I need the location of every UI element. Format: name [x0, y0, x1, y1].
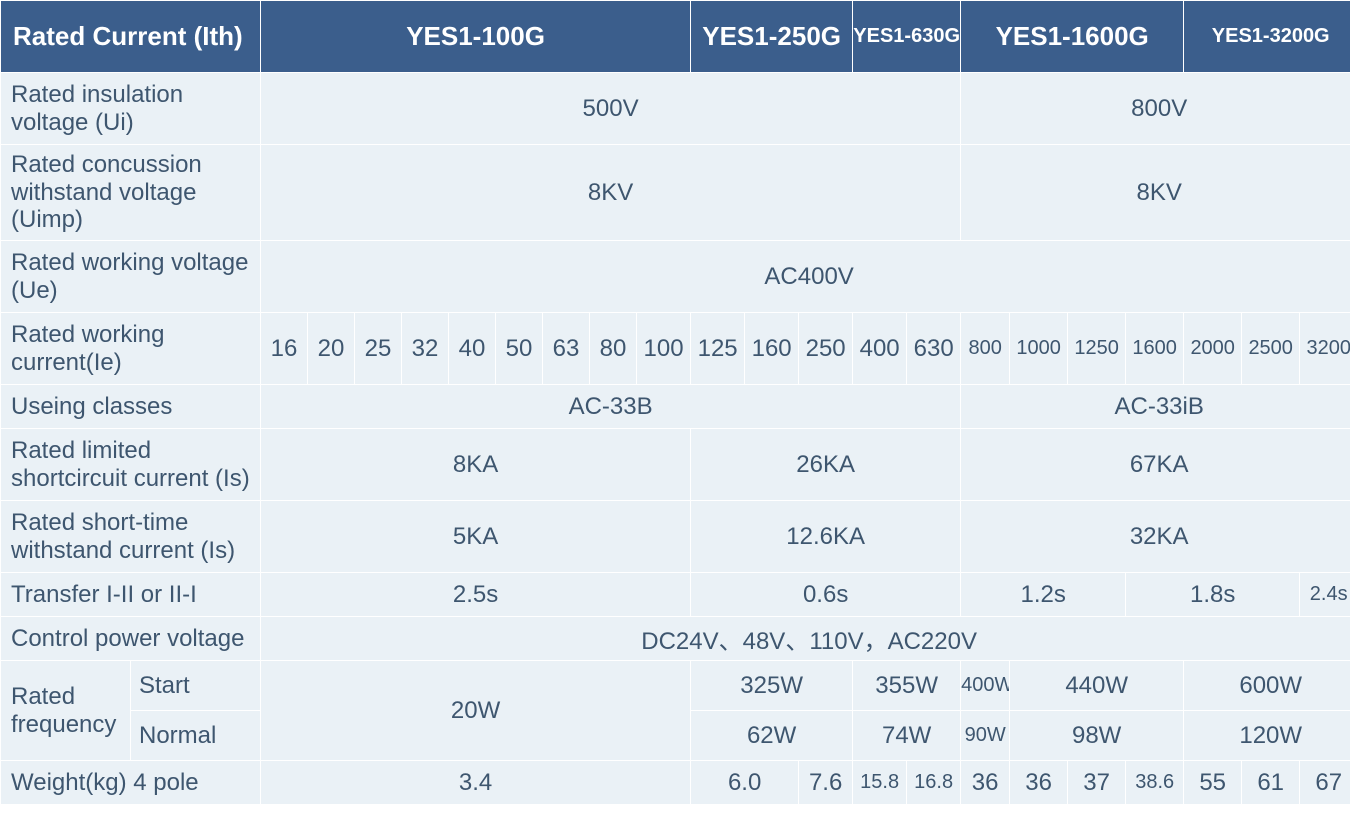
row-classes: Useing classes AC-33B AC-33iB — [1, 385, 1350, 429]
header-model-1: YES1-100G — [261, 1, 691, 73]
ie-19: 2500 — [1242, 313, 1300, 385]
val-w-4: 15.8 — [853, 761, 907, 805]
spec-table: Rated Current (Ith) YES1-100G YES1-250G … — [0, 0, 1350, 805]
val-sc-1: 8KA — [261, 429, 691, 501]
val-tr-4: 1.8s — [1126, 573, 1300, 617]
ie-11: 250 — [799, 313, 853, 385]
ie-5: 50 — [496, 313, 543, 385]
val-w-3: 7.6 — [799, 761, 853, 805]
val-fs-1: 20W — [261, 661, 691, 761]
header-model-2: YES1-250G — [691, 1, 853, 73]
ie-1: 20 — [308, 313, 355, 385]
val-fs-3: 355W — [853, 661, 961, 711]
val-working-voltage: AC400V — [261, 241, 1350, 313]
label-classes: Useing classes — [1, 385, 261, 429]
val-insulation-1: 500V — [261, 73, 961, 145]
val-fs-6: 600W — [1184, 661, 1350, 711]
val-st-1: 5KA — [261, 501, 691, 573]
row-transfer: Transfer I-II or II-I 2.5s 0.6s 1.2s 1.8… — [1, 573, 1350, 617]
ie-7: 80 — [590, 313, 637, 385]
row-concussion: Rated concussion withstand voltage (Uimp… — [1, 145, 1350, 241]
row-working-voltage: Rated working voltage (Ue) AC400V — [1, 241, 1350, 313]
row-insulation: Rated insulation voltage (Ui) 500V 800V — [1, 73, 1350, 145]
val-fs-5: 440W — [1010, 661, 1184, 711]
val-fn-5: 98W — [1010, 711, 1184, 761]
row-control: Control power voltage DC24V、48V、110V，AC2… — [1, 617, 1350, 661]
val-tr-1: 2.5s — [261, 573, 691, 617]
label-transfer: Transfer I-II or II-I — [1, 573, 261, 617]
val-classes-1: AC-33B — [261, 385, 961, 429]
val-w-7: 36 — [1010, 761, 1068, 805]
val-fn-2: 62W — [691, 711, 853, 761]
val-w-9: 38.6 — [1126, 761, 1184, 805]
val-classes-2: AC-33iB — [961, 385, 1350, 429]
ie-10: 160 — [745, 313, 799, 385]
label-control: Control power voltage — [1, 617, 261, 661]
val-insulation-2: 800V — [961, 73, 1350, 145]
label-shorttime: Rated short-time withstand current (Is) — [1, 501, 261, 573]
ie-18: 2000 — [1184, 313, 1242, 385]
ie-17: 1600 — [1126, 313, 1184, 385]
val-concussion-2: 8KV — [961, 145, 1350, 241]
ie-8: 100 — [637, 313, 691, 385]
label-insulation: Rated insulation voltage (Ui) — [1, 73, 261, 145]
ie-15: 1000 — [1010, 313, 1068, 385]
val-fn-6: 120W — [1184, 711, 1350, 761]
val-w-11: 61 — [1242, 761, 1300, 805]
ie-13: 630 — [907, 313, 961, 385]
val-fs-4: 400W — [961, 661, 1010, 711]
header-model-3: YES1-630G — [853, 1, 961, 73]
val-control: DC24V、48V、110V，AC220V — [261, 617, 1350, 661]
val-fn-4: 90W — [961, 711, 1010, 761]
label-freq-start: Start — [131, 661, 261, 711]
label-shortcircuit: Rated limited shortcircuit current (Is) — [1, 429, 261, 501]
ie-14: 800 — [961, 313, 1010, 385]
row-shorttime: Rated short-time withstand current (Is) … — [1, 501, 1350, 573]
val-fn-3: 74W — [853, 711, 961, 761]
val-sc-2: 26KA — [691, 429, 961, 501]
val-st-3: 32KA — [961, 501, 1350, 573]
header-model-4: YES1-1600G — [961, 1, 1184, 73]
row-shortcircuit: Rated limited shortcircuit current (Is) … — [1, 429, 1350, 501]
label-concussion: Rated concussion withstand voltage (Uimp… — [1, 145, 261, 241]
val-tr-5: 2.4s — [1300, 573, 1350, 617]
val-w-5: 16.8 — [907, 761, 961, 805]
label-weight: Weight(kg) 4 pole — [1, 761, 261, 805]
val-w-12: 67 — [1300, 761, 1350, 805]
ie-0: 16 — [261, 313, 308, 385]
label-freq-normal: Normal — [131, 711, 261, 761]
val-w-10: 55 — [1184, 761, 1242, 805]
ie-16: 1250 — [1068, 313, 1126, 385]
val-w-8: 37 — [1068, 761, 1126, 805]
ie-3: 32 — [402, 313, 449, 385]
ie-12: 400 — [853, 313, 907, 385]
label-working-current: Rated working current(Ie) — [1, 313, 261, 385]
row-working-current: Rated working current(Ie) 16 20 25 32 40… — [1, 313, 1350, 385]
header-row: Rated Current (Ith) YES1-100G YES1-250G … — [1, 1, 1350, 73]
val-tr-2: 0.6s — [691, 573, 961, 617]
val-concussion-1: 8KV — [261, 145, 961, 241]
ie-2: 25 — [355, 313, 402, 385]
label-working-voltage: Rated working voltage (Ue) — [1, 241, 261, 313]
val-st-2: 12.6KA — [691, 501, 961, 573]
ie-6: 63 — [543, 313, 590, 385]
val-w-6: 36 — [961, 761, 1010, 805]
val-w-1: 3.4 — [261, 761, 691, 805]
row-freq-start: Rated frequency Start 20W 325W 355W 400W… — [1, 661, 1350, 711]
val-fs-2: 325W — [691, 661, 853, 711]
ie-20: 3200 — [1300, 313, 1350, 385]
header-rated-current: Rated Current (Ith) — [1, 1, 261, 73]
header-model-5: YES1-3200G — [1184, 1, 1350, 73]
val-tr-3: 1.2s — [961, 573, 1126, 617]
ie-9: 125 — [691, 313, 745, 385]
val-w-2: 6.0 — [691, 761, 799, 805]
row-weight: Weight(kg) 4 pole 3.4 6.0 7.6 15.8 16.8 … — [1, 761, 1350, 805]
val-sc-3: 67KA — [961, 429, 1350, 501]
label-freq: Rated frequency — [1, 661, 131, 761]
ie-4: 40 — [449, 313, 496, 385]
